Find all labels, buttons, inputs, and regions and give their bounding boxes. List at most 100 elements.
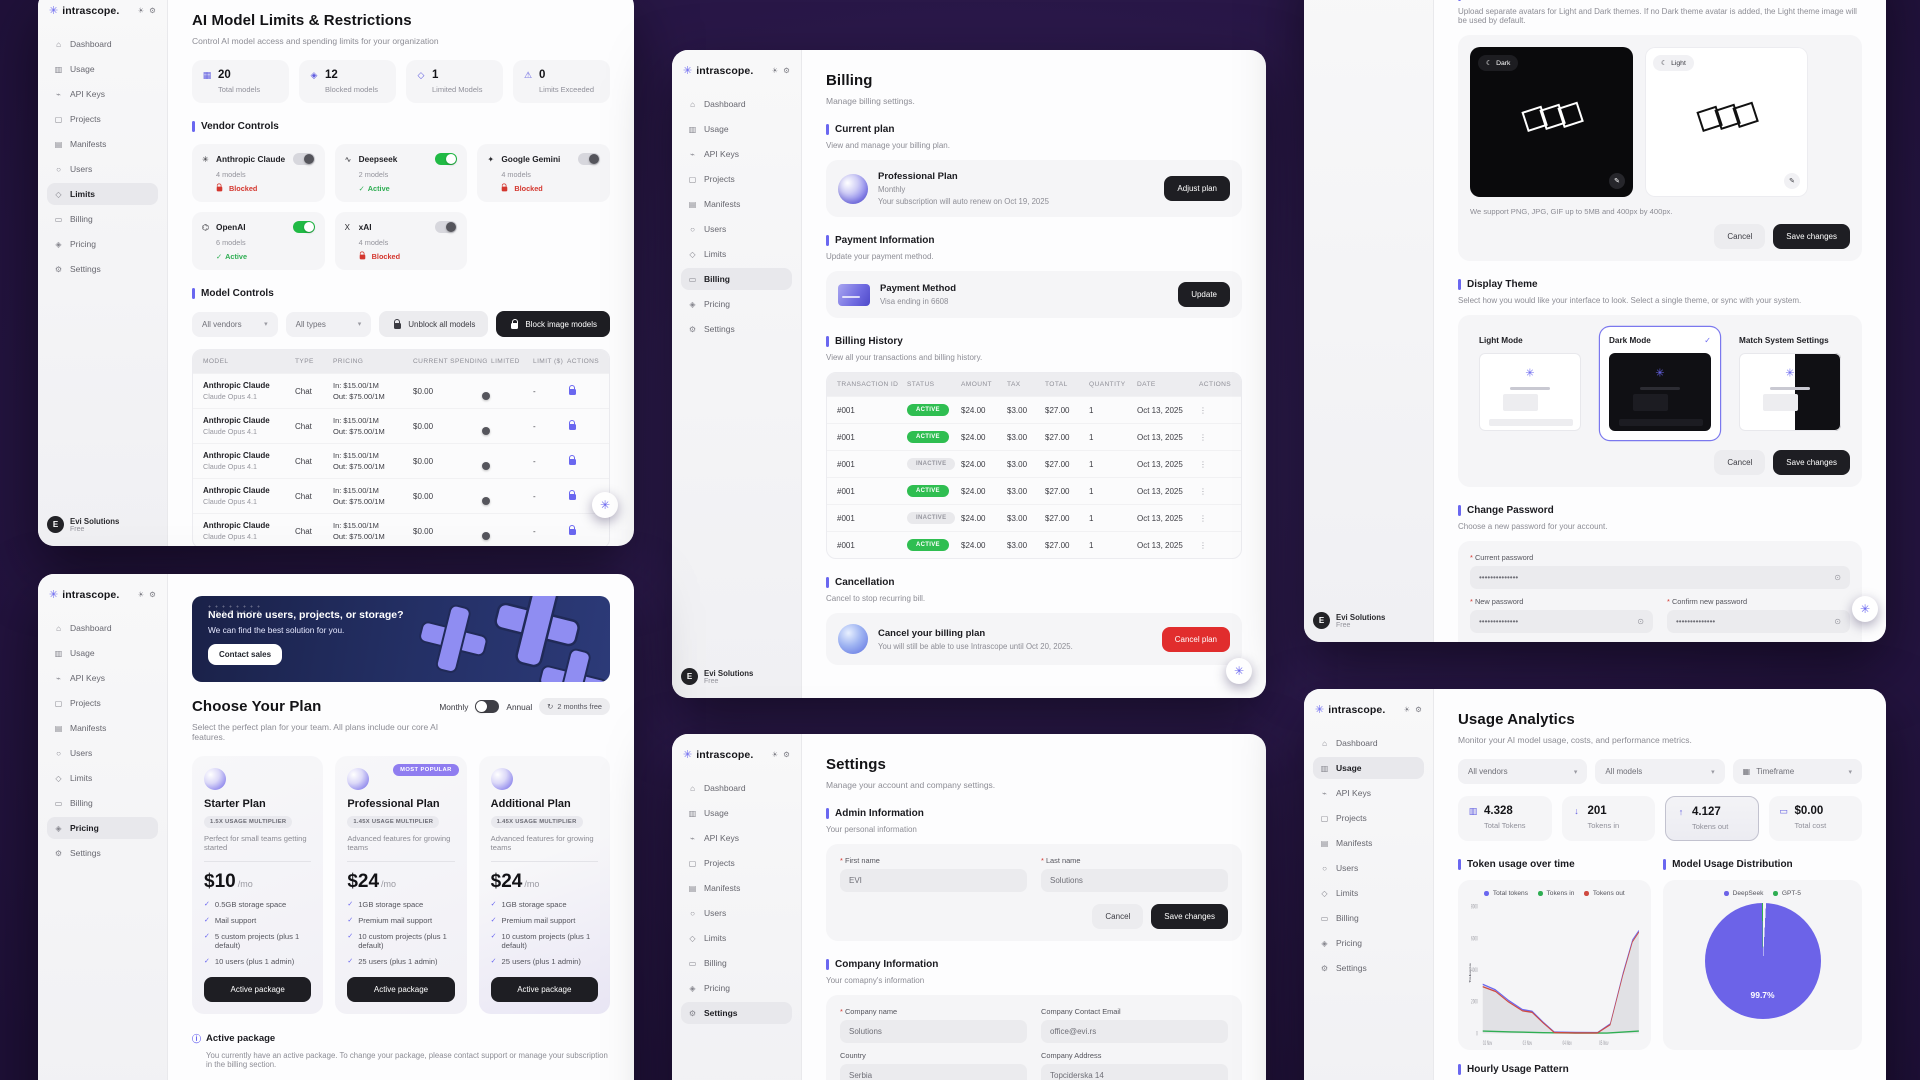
active-package-button[interactable]: Active package	[347, 977, 455, 1002]
sidebar-item[interactable]: ▭ Billing	[47, 208, 158, 230]
sidebar-item[interactable]: ◇ Limits	[1313, 882, 1424, 904]
adjust-plan-button[interactable]: Adjust plan	[1164, 176, 1230, 201]
sidebar-item[interactable]: ▥ Usage	[47, 58, 158, 80]
sidebar-item[interactable]: ◇ Limits	[681, 927, 792, 949]
sidebar-item[interactable]: ⌁ API Keys	[681, 143, 792, 165]
gear-icon[interactable]: ⚙	[783, 750, 790, 759]
active-package-button[interactable]: Active package	[204, 977, 312, 1002]
assistant-sparkle-button[interactable]: ✳	[1226, 658, 1252, 684]
sidebar-item[interactable]: ▢ Projects	[47, 692, 158, 714]
company-name-field[interactable]: Solutions	[840, 1020, 1027, 1043]
row-actions-kebab-icon[interactable]: ⋮	[1199, 540, 1207, 550]
sidebar-item[interactable]: ○ Users	[1313, 857, 1424, 879]
sidebar-item[interactable]: ⚙ Settings	[47, 258, 158, 280]
edit-pencil-icon[interactable]: ✎	[1609, 173, 1625, 189]
cancel-button[interactable]: Cancel	[1714, 224, 1766, 249]
sidebar-item[interactable]: ○ Users	[681, 902, 792, 924]
gear-icon[interactable]: ⚙	[149, 590, 156, 599]
sidebar-item[interactable]: ○ Users	[681, 218, 792, 240]
cancel-button[interactable]: Cancel	[1714, 450, 1766, 475]
sidebar-item[interactable]: ▢ Projects	[47, 108, 158, 130]
theme-sun-icon[interactable]: ☀	[771, 750, 779, 759]
first-name-field[interactable]: EVI	[840, 869, 1027, 892]
lock-action-icon[interactable]	[567, 419, 597, 432]
save-button[interactable]: Save changes	[1151, 904, 1228, 929]
sidebar-item[interactable]: ◈ Pricing	[47, 817, 158, 839]
sidebar-item[interactable]: ◇ Limits	[47, 767, 158, 789]
sidebar-item[interactable]: ⌂ Dashboard	[681, 93, 792, 115]
type-filter-select[interactable]: All types ▾	[285, 311, 372, 337]
sidebar-item[interactable]: ⌁ API Keys	[47, 83, 158, 105]
theme-sun-icon[interactable]: ☀	[771, 66, 779, 75]
active-package-button[interactable]: Active package	[490, 977, 598, 1002]
sidebar-item[interactable]: ▥ Usage	[681, 118, 792, 140]
timeframe-select[interactable]: ▦ Timeframe ▾	[1732, 759, 1862, 784]
gear-icon[interactable]: ⚙	[783, 66, 790, 75]
sidebar-item[interactable]: ◈ Pricing	[47, 233, 158, 255]
sidebar-item[interactable]: ⚙ Settings	[681, 318, 792, 340]
vendor-toggle[interactable]	[435, 221, 458, 233]
row-actions-kebab-icon[interactable]: ⋮	[1199, 486, 1207, 496]
sidebar-item[interactable]: ▤ Manifests	[1313, 832, 1424, 854]
row-actions-kebab-icon[interactable]: ⋮	[1199, 432, 1207, 442]
company-address-field[interactable]: Topciderska 14	[1041, 1064, 1228, 1080]
eye-icon[interactable]: ⊙	[1834, 573, 1841, 582]
assistant-sparkle-button[interactable]: ✳	[1852, 596, 1878, 622]
theme-sun-icon[interactable]: ☀	[137, 6, 145, 15]
lock-action-icon[interactable]	[567, 454, 597, 467]
user-chip[interactable]: E Evi Solutions Free	[681, 668, 753, 685]
sidebar-item[interactable]: ⌁ API Keys	[1313, 782, 1424, 804]
contact-sales-button[interactable]: Contact sales	[208, 644, 283, 665]
current-password-field[interactable]: •••••••••••••• ⊙	[1470, 566, 1850, 589]
vendor-filter-select[interactable]: All vendors ▾	[192, 311, 278, 337]
sidebar-item[interactable]: ◈ Pricing	[1313, 932, 1424, 954]
sidebar-item[interactable]: ◇ Limits	[47, 183, 158, 205]
sidebar-item[interactable]: ◇ Limits	[681, 243, 792, 265]
theme-option-light[interactable]: Light Mode ✳	[1470, 327, 1590, 440]
vendor-toggle[interactable]	[435, 153, 458, 165]
lock-action-icon[interactable]	[567, 489, 597, 502]
assistant-sparkle-button[interactable]: ✳	[592, 492, 618, 518]
sidebar-item[interactable]: ⌂ Dashboard	[681, 777, 792, 799]
vendor-toggle[interactable]	[292, 153, 315, 165]
save-button[interactable]: Save changes	[1773, 450, 1850, 475]
edit-pencil-icon[interactable]: ✎	[1784, 173, 1800, 189]
dark-logo-tile[interactable]: ☾ Dark ✎	[1470, 47, 1633, 197]
user-chip[interactable]: E Evi Solutions Free	[1313, 612, 1385, 629]
update-payment-button[interactable]: Update	[1178, 282, 1230, 307]
confirm-password-field[interactable]: •••••••••••••• ⊙	[1667, 610, 1850, 633]
billing-cycle-toggle[interactable]	[475, 700, 500, 713]
sidebar-item[interactable]: ▤ Manifests	[681, 193, 792, 215]
sidebar-item[interactable]: ▥ Usage	[47, 642, 158, 664]
sidebar-item[interactable]: ▢ Projects	[681, 852, 792, 874]
row-actions-kebab-icon[interactable]: ⋮	[1199, 459, 1207, 469]
sidebar-item[interactable]: ▥ Usage	[1313, 757, 1424, 779]
model-filter-select[interactable]: All models ▾	[1595, 759, 1725, 784]
new-password-field[interactable]: •••••••••••••• ⊙	[1470, 610, 1653, 633]
theme-sun-icon[interactable]: ☀	[1403, 705, 1411, 714]
lock-action-icon[interactable]	[567, 524, 597, 537]
sidebar-item[interactable]: ⚙ Settings	[681, 1002, 792, 1024]
eye-icon[interactable]: ⊙	[1637, 617, 1644, 626]
sidebar-item[interactable]: ▤ Manifests	[47, 133, 158, 155]
sidebar-item[interactable]: ▭ Billing	[681, 952, 792, 974]
company-email-field[interactable]: office@evi.rs	[1041, 1020, 1228, 1043]
sidebar-item[interactable]: ◈ Pricing	[681, 977, 792, 999]
theme-sun-icon[interactable]: ☀	[137, 590, 145, 599]
sidebar-item[interactable]: ⚙ Settings	[47, 842, 158, 864]
vendor-filter-select[interactable]: All vendors ▾	[1458, 759, 1588, 784]
sidebar-item[interactable]: ⌂ Dashboard	[47, 617, 158, 639]
block-image-models-button[interactable]: Block image models	[496, 311, 610, 337]
vendor-toggle[interactable]	[292, 221, 315, 233]
vendor-toggle[interactable]	[578, 153, 600, 165]
sidebar-item[interactable]: ⌁ API Keys	[681, 827, 792, 849]
sidebar-item[interactable]: ○ Users	[47, 158, 158, 180]
theme-option-system[interactable]: Match System Settings ✳	[1730, 327, 1850, 440]
row-actions-kebab-icon[interactable]: ⋮	[1199, 405, 1207, 415]
sidebar-item[interactable]: ▢ Projects	[1313, 807, 1424, 829]
sidebar-item[interactable]: ▭ Billing	[681, 268, 792, 290]
cancel-plan-button[interactable]: Cancel plan	[1161, 626, 1230, 652]
cancel-button[interactable]: Cancel	[1092, 904, 1144, 929]
lock-action-icon[interactable]	[567, 384, 597, 397]
gear-icon[interactable]: ⚙	[149, 6, 156, 15]
